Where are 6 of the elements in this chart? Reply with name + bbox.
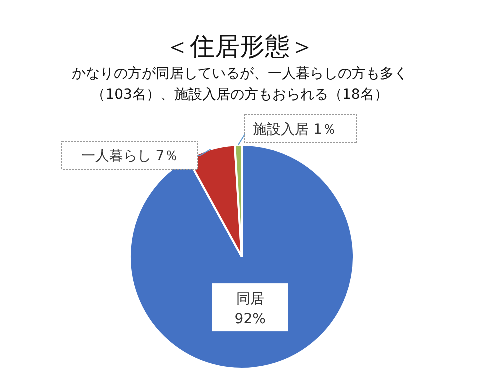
chart-title: ＜住居形態＞ bbox=[164, 31, 316, 63]
slice-label: 施設入居 1％ bbox=[253, 122, 336, 138]
slice-label: 一人暮らし 7％ bbox=[81, 148, 179, 164]
chart-subtitle: かなりの方が同居しているが、一人暮らしの方も多く（103名）、施設入居の方もおられる（18名） bbox=[71, 65, 409, 105]
data-label: 92% bbox=[234, 312, 266, 328]
slice-label: 同居 bbox=[236, 292, 264, 308]
